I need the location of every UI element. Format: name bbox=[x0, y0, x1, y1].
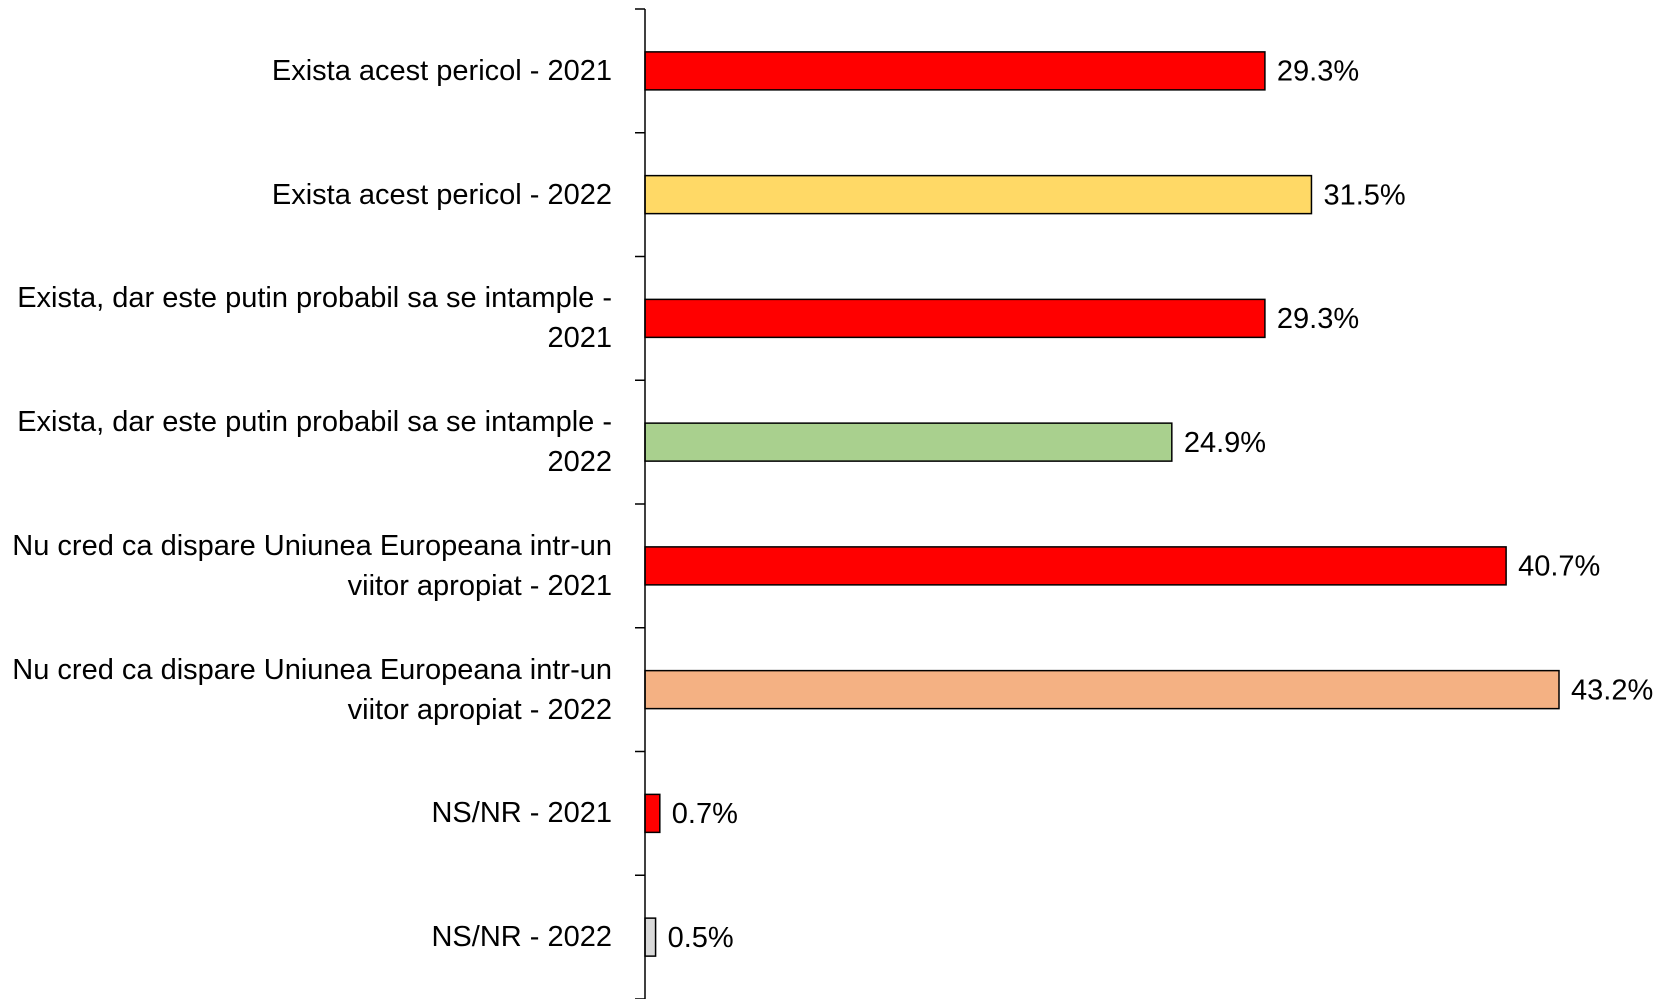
value-label: 40.7% bbox=[1518, 551, 1600, 583]
category-label: Exista acest pericol - 2021 bbox=[271, 54, 612, 87]
category-label: Nu cred ca dispare Uniunea Europeana int… bbox=[12, 529, 612, 602]
bar bbox=[644, 298, 1266, 339]
value-label: 43.2% bbox=[1571, 674, 1653, 706]
bar bbox=[644, 174, 1313, 215]
value-label: 31.5% bbox=[1323, 179, 1405, 211]
category-label: Exista, dar este putin probabil sa se in… bbox=[17, 282, 612, 355]
bar bbox=[644, 669, 1560, 710]
bar bbox=[644, 546, 1507, 586]
category-label: Exista, dar este putin probabil sa se in… bbox=[17, 406, 612, 479]
value-label: 0.5% bbox=[668, 922, 734, 954]
category-label: NS/NR - 2021 bbox=[431, 797, 612, 830]
value-label: 24.9% bbox=[1184, 427, 1266, 459]
category-label: Exista acest pericol - 2022 bbox=[271, 178, 612, 211]
value-label: 0.7% bbox=[672, 798, 738, 830]
bar bbox=[644, 793, 661, 834]
bar bbox=[644, 917, 657, 957]
value-label: 29.3% bbox=[1277, 303, 1359, 335]
bar bbox=[644, 422, 1173, 462]
category-label: NS/NR - 2022 bbox=[431, 921, 612, 954]
category-label: Nu cred ca dispare Uniunea Europeana int… bbox=[12, 653, 612, 726]
bar bbox=[644, 51, 1266, 91]
value-label: 29.3% bbox=[1277, 56, 1359, 88]
